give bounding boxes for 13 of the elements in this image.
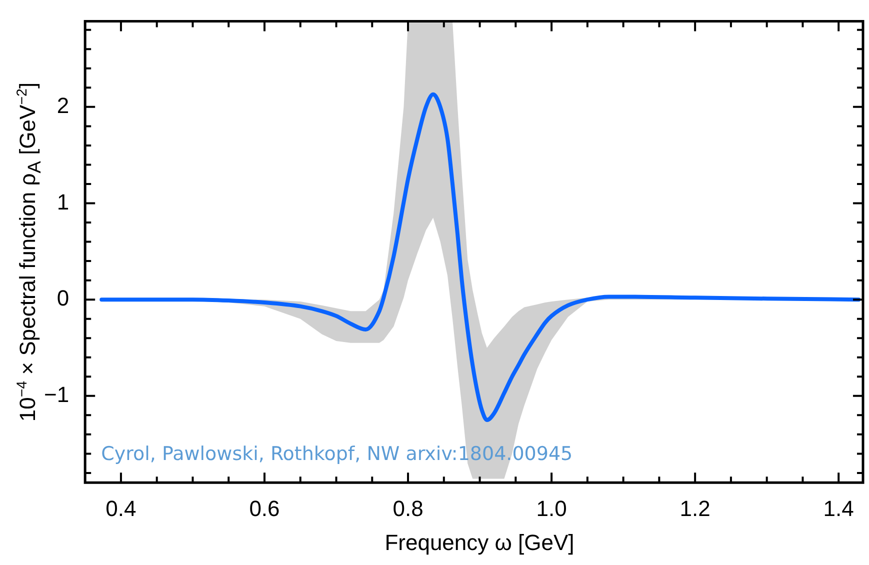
x-tick-label: 0.6: [249, 496, 280, 521]
line-series: [100, 92, 861, 422]
y-tick-label: 1: [56, 189, 70, 214]
x-tick-label: 1.2: [680, 496, 710, 521]
x-tick-label: 0.4: [106, 496, 136, 521]
x-tick-label: 0.8: [392, 496, 424, 521]
y-tick-label: 2: [56, 92, 70, 118]
x-tick-label: 1.0: [536, 496, 567, 521]
y-tick-label: −1: [44, 382, 70, 407]
x-tick-label: 1.4: [823, 496, 854, 521]
y-tick-label: 0: [56, 286, 70, 311]
x-axis-title: Frequency ω [GeV]: [384, 530, 576, 556]
annotation: Cyrol, Pawlowski, Rothkopf, NW arxiv:1804.00945: [101, 443, 573, 466]
